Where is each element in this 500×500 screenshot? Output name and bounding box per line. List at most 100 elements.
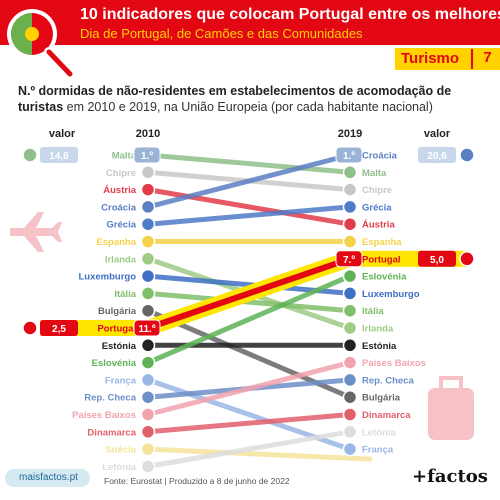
flag-croacia-2010-icon <box>140 199 156 215</box>
value-portugal-2010: 2,5 <box>52 324 66 335</box>
rank-malta-2010: 1.º <box>141 151 153 162</box>
flag-paises-baixos-2010-icon <box>140 407 156 422</box>
label-2019-bulgaria: Bulgária <box>362 393 401 404</box>
line-croacia <box>145 152 353 210</box>
flag-rep-checa-2010-icon <box>140 389 156 405</box>
label-2019-austria: Áustria <box>362 220 395 231</box>
flag-luxemburgo-2010-icon <box>140 268 156 284</box>
label-2019-paises-baixos: Países Baixos <box>362 358 426 369</box>
airplane-icon <box>10 212 62 252</box>
label-2019-rep-checa: Rep. Checa <box>362 375 414 386</box>
flag-espanha-2019-icon <box>342 234 358 249</box>
line-italia <box>145 290 353 314</box>
line-eslovenia <box>145 273 353 366</box>
label-2019-espanha: Espanha <box>362 237 402 248</box>
label-2010-eslovenia: Eslovénia <box>92 358 137 369</box>
flag-estonia-2010-icon <box>140 338 156 353</box>
flag-espanha-2010-icon <box>140 234 156 249</box>
rank-bubble-portugal-2010 <box>133 319 161 337</box>
label-2010-espanha: Espanha <box>96 237 136 248</box>
flag-letonia-2010-icon <box>140 459 156 474</box>
flag-bulgaria-2010-icon <box>140 303 156 318</box>
label-2010-grecia: Grécia <box>106 220 136 231</box>
header-subtitle: Dia de Portugal, de Camões e das Comunid… <box>80 26 363 41</box>
label-2019-luxemburgo: Luxemburgo <box>362 289 420 300</box>
year-2019-header: 2019 <box>338 128 362 140</box>
flag-grecia-2010-icon <box>140 216 156 232</box>
value-flag-portugal-2010-icon <box>22 320 38 336</box>
flag-dinamarca-2019-icon <box>342 407 358 422</box>
label-2010-letonia: Letónia <box>102 462 136 473</box>
label-2019-croacia: Croácia <box>362 151 398 162</box>
label-2019-franca: França <box>362 445 394 456</box>
magnifier-logo-icon <box>4 4 84 91</box>
value-portugal-2019: 5,0 <box>430 255 444 266</box>
line-suecia <box>145 446 373 462</box>
flag-rep-checa-2019-icon <box>342 372 358 388</box>
label-2010-italia: Itália <box>114 289 136 300</box>
flag-dinamarca-2010-icon <box>140 424 156 440</box>
label-2010-dinamarca: Dinamarca <box>87 427 136 438</box>
value-flag-croacia-2019-icon <box>459 147 475 163</box>
chart-title-rest: em 2010 e 2019, na União Europeia (por c… <box>63 100 433 114</box>
value-box-croacia-2019 <box>418 147 456 163</box>
rank-croacia-2019: 1.º <box>343 151 355 162</box>
flag-malta-2019-icon <box>342 165 358 180</box>
label-2010-austria: Áustria <box>103 185 136 196</box>
label-2019-italia: Itália <box>362 306 384 317</box>
suitcase-handle-icon <box>439 376 463 388</box>
value-croacia-2019: 20,6 <box>427 151 447 162</box>
section-label: Turismo <box>401 50 460 67</box>
label-2019-dinamarca: Dinamarca <box>362 410 411 421</box>
flag-franca-2019-icon <box>342 441 358 457</box>
header-title: 10 indicadores que colocam Portugal entr… <box>80 6 500 23</box>
label-2019-letonia: Letónia <box>362 427 396 438</box>
flag-irlanda-2010-icon <box>140 251 156 267</box>
rank-bubble-malta-2010 <box>133 146 161 164</box>
flag-italia-2019-icon <box>342 303 358 318</box>
flag-grecia-2019-icon <box>342 199 358 215</box>
flag-austria-2019-icon <box>342 216 358 232</box>
source-note: Fonte: Eurostat | Produzido a 8 de junho… <box>104 476 290 486</box>
label-2019-portugal: Portugal <box>362 254 401 265</box>
website-link[interactable]: maisfactos.pt <box>5 469 90 487</box>
flag-chipre-2019-icon <box>342 182 358 197</box>
label-2019-estonia: Estónia <box>362 341 397 352</box>
label-2010-bulgaria: Bulgária <box>98 306 137 317</box>
label-2019-grecia: Grécia <box>362 202 392 213</box>
flag-chipre-2010-icon <box>140 165 156 180</box>
label-2019-malta: Malta <box>362 168 387 179</box>
flag-estonia-2019-icon <box>342 338 358 353</box>
value-box-malta-2010 <box>40 147 78 163</box>
line-malta <box>145 152 353 175</box>
suitcase-icon <box>428 388 474 440</box>
header-bar: 10 indicadores que colocam Portugal entr… <box>0 0 500 79</box>
flag-suecia-2010-icon <box>140 441 156 457</box>
label-2010-rep-checa: Rep. Checa <box>84 393 136 404</box>
flag-eslovenia-2010-icon <box>140 355 156 370</box>
rank-bubble-croacia-2019 <box>335 146 363 164</box>
label-2010-croacia: Croácia <box>101 202 137 213</box>
flag-italia-2010-icon <box>140 286 156 301</box>
flag-letonia-2019-icon <box>342 424 358 440</box>
flag-franca-2010-icon <box>140 372 156 388</box>
chart-title: N.º dormidas de não-residentes em estabe… <box>18 83 488 115</box>
flag-bulgaria-2019-icon <box>342 389 358 405</box>
brand-logo: +factos <box>412 466 488 487</box>
label-2010-luxemburgo: Luxemburgo <box>78 272 136 283</box>
year-2010-header: 2010 <box>136 128 160 140</box>
line-portugal <box>147 255 351 331</box>
label-2010-franca: França <box>105 375 137 386</box>
value-box-portugal-2010 <box>40 320 78 336</box>
line-austria <box>145 187 353 227</box>
section-tag: Turismo 7 <box>395 48 500 70</box>
flag-austria-2010-icon <box>140 182 156 197</box>
rank-portugal-2010: 11.º <box>138 324 155 335</box>
label-2010-chipre: Chipre <box>106 168 136 179</box>
section-number: 7 <box>471 49 500 69</box>
label-2010-irlanda: Irlanda <box>105 254 137 265</box>
value-flag-malta-2010-icon <box>22 147 38 163</box>
flag-luxemburgo-2019-icon <box>342 286 358 301</box>
label-2010-estonia: Estónia <box>102 341 137 352</box>
flag-paises-baixos-2019-icon <box>342 355 358 370</box>
